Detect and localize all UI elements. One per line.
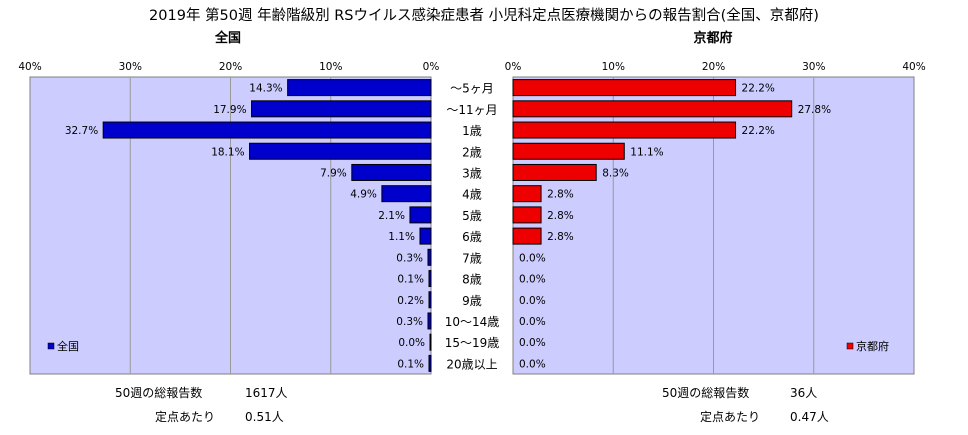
- national-heading: 全国: [214, 30, 241, 46]
- kyoto-bar: [512, 142, 625, 160]
- x-tick-label: 0%: [505, 61, 522, 73]
- kyoto-value-label: 0.0%: [519, 252, 546, 264]
- national-total-value: 1617人: [245, 386, 288, 400]
- x-tick-label: 30%: [802, 61, 825, 73]
- national-value-label: 0.0%: [398, 337, 425, 349]
- national-legend-label: 全国: [57, 339, 79, 353]
- national-bar: [428, 354, 432, 372]
- kyoto-value-label: 2.8%: [547, 210, 574, 222]
- national-bar: [429, 333, 432, 351]
- national-bar: [287, 79, 432, 97]
- national-value-label: 4.9%: [350, 189, 377, 201]
- kyoto-bar: [512, 121, 737, 139]
- kyoto-legend-swatch: [846, 342, 854, 350]
- category-label: 20歳以上: [446, 357, 497, 371]
- national-bar: [419, 227, 432, 245]
- category-label: 10～14歳: [445, 315, 500, 329]
- kyoto-value-label: 0.0%: [519, 316, 546, 328]
- kyoto-value-label: 0.0%: [519, 337, 546, 349]
- kyoto-bar: [512, 163, 597, 181]
- national-bar: [102, 121, 432, 139]
- kyoto-total-value: 36人: [790, 386, 817, 400]
- national-total-label: 50週の総報告数: [115, 385, 202, 400]
- x-tick-label: 40%: [902, 61, 925, 73]
- national-bar: [381, 185, 432, 203]
- category-label: 6歳: [462, 230, 482, 244]
- national-bar: [427, 248, 432, 266]
- kyoto-total-label: 50週の総報告数: [662, 385, 749, 400]
- national-bar: [427, 312, 432, 330]
- national-value-label: 0.3%: [396, 316, 423, 328]
- kyoto-value-label: 0.0%: [519, 295, 546, 307]
- national-per-site-value: 0.51人: [245, 410, 284, 424]
- national-value-label: 0.1%: [397, 358, 424, 370]
- kyoto-value-label: 0.0%: [519, 274, 546, 286]
- national-value-label: 0.1%: [397, 274, 424, 286]
- category-label: 15～19歳: [445, 336, 500, 350]
- national-value-label: 17.9%: [213, 104, 246, 116]
- national-value-label: 0.3%: [396, 252, 423, 264]
- x-tick-label: 30%: [119, 61, 142, 73]
- kyoto-bar: [512, 79, 737, 97]
- x-tick-label: 20%: [219, 61, 242, 73]
- kyoto-per-site-label: 定点あたり: [700, 409, 760, 424]
- national-bar: [251, 100, 432, 118]
- national-value-label: 32.7%: [65, 125, 98, 137]
- national-value-label: 1.1%: [388, 231, 415, 243]
- kyoto-value-label: 22.2%: [742, 125, 775, 137]
- national-value-label: 14.3%: [249, 83, 282, 95]
- category-label: 5歳: [462, 209, 482, 223]
- kyoto-value-label: 27.8%: [798, 104, 831, 116]
- national-value-label: 2.1%: [378, 210, 405, 222]
- x-tick-label: 10%: [602, 61, 625, 73]
- national-value-label: 18.1%: [211, 146, 244, 158]
- national-legend-swatch: [47, 342, 55, 350]
- chart-title: 2019年 第50週 年齢階級別 RSウイルス感染症患者 小児科定点医療機関から…: [149, 6, 819, 24]
- national-bar: [428, 291, 432, 309]
- national-bar: [351, 163, 432, 181]
- national-bar: [409, 206, 432, 224]
- kyoto-value-label: 22.2%: [742, 83, 775, 95]
- x-tick-label: 10%: [319, 61, 342, 73]
- kyoto-bar: [512, 227, 542, 245]
- kyoto-bar: [512, 206, 542, 224]
- national-bar: [249, 142, 432, 160]
- kyoto-value-label: 0.0%: [519, 358, 546, 370]
- category-label: 2歳: [462, 145, 482, 159]
- kyoto-value-label: 2.8%: [547, 189, 574, 201]
- x-tick-label: 20%: [702, 61, 725, 73]
- category-label: 1歳: [462, 124, 482, 138]
- national-per-site-label: 定点あたり: [155, 409, 215, 424]
- national-value-label: 7.9%: [320, 167, 347, 179]
- x-tick-label: 40%: [18, 61, 41, 73]
- kyoto-value-label: 2.8%: [547, 231, 574, 243]
- kyoto-per-site-value: 0.47人: [790, 410, 829, 424]
- kyoto-value-label: 11.1%: [630, 146, 663, 158]
- kyoto-legend-label: 京都府: [856, 339, 889, 353]
- x-tick-label: 0%: [423, 61, 440, 73]
- national-bar: [428, 270, 432, 288]
- kyoto-bar: [512, 100, 793, 118]
- kyoto-bar: [512, 185, 542, 203]
- category-label: 3歳: [462, 166, 482, 180]
- kyoto-value-label: 8.3%: [602, 167, 629, 179]
- national-value-label: 0.2%: [397, 295, 424, 307]
- category-label: 8歳: [462, 273, 482, 287]
- kyoto-heading: 京都府: [693, 30, 732, 46]
- category-label: 4歳: [462, 188, 482, 202]
- category-label: 7歳: [462, 251, 482, 265]
- category-label: 9歳: [462, 294, 482, 308]
- category-label: ～11ヶ月: [446, 103, 497, 117]
- category-label: ～5ヶ月: [450, 82, 494, 96]
